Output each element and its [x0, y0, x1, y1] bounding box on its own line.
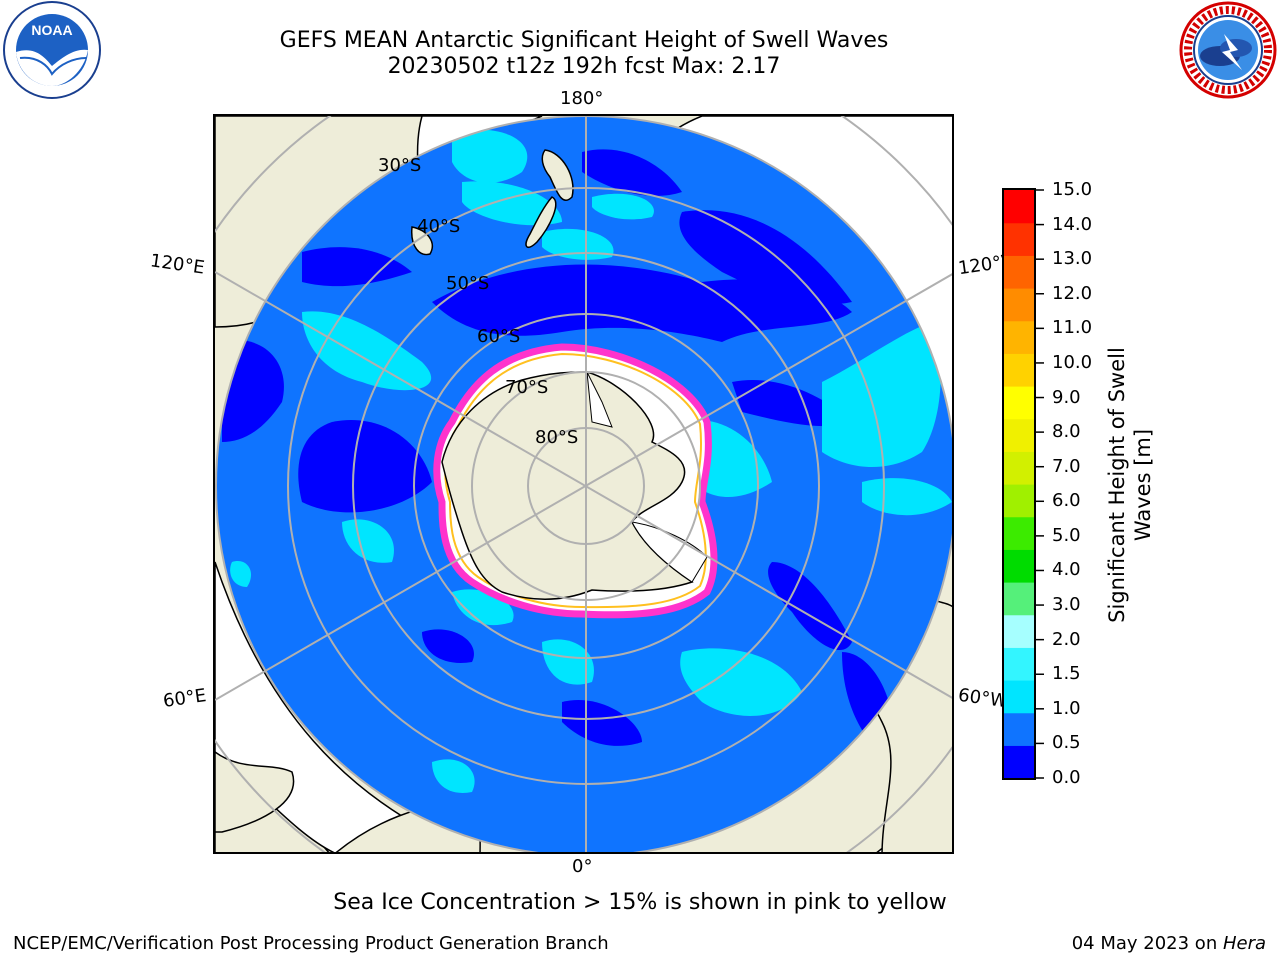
colorbar-bin-13.0-14.0 [1004, 255, 1034, 289]
sea-ice-footnote: Sea Ice Concentration > 15% is shown in … [333, 890, 947, 915]
colorbar-tick-label: 10.0 [1052, 351, 1093, 373]
colorbar-tick-label: 11.0 [1052, 317, 1093, 339]
lon-label-180: 180° [560, 88, 604, 109]
lat-label-50s: 50°S [446, 273, 489, 294]
colorbar-bin-14.0-15.0 [1004, 222, 1034, 256]
chart-subtitle: 20230502 t12z 192h fcst Max: 2.17 [387, 54, 781, 79]
credit-date: 04 May 2023 on Hera [1072, 933, 1266, 954]
new-zealand-south [525, 196, 557, 249]
colorbar-tick-label: 6.0 [1052, 490, 1081, 512]
colorbar-frame [1002, 188, 1036, 780]
colorbar-bin-0.5-1.0 [1004, 712, 1034, 746]
colorbar-tick-label: 2.0 [1052, 628, 1081, 650]
lon-label-120e: 120°E [148, 250, 206, 279]
colorbar-tick-label: 12.0 [1052, 282, 1093, 304]
new-zealand-north [541, 149, 574, 201]
colorbar-bin-11.0-12.0 [1004, 320, 1034, 354]
nws-logo-icon [1179, 1, 1277, 99]
colorbar-bin-10.0-11.0 [1004, 353, 1034, 387]
graticule [215, 116, 952, 852]
colorbar-bin-12.0-13.0 [1004, 288, 1034, 322]
colorbar-bin-6.0-7.0 [1004, 484, 1034, 518]
madagascar-land [215, 751, 295, 833]
credit-host: Hera [1222, 933, 1266, 954]
colorbar-tick-label: 4.0 [1052, 559, 1081, 581]
colorbar-label: Significant Height of Swell Waves [m] [1105, 347, 1155, 623]
colorbar-tick-label: 1.5 [1052, 663, 1081, 685]
map-panel: 30°S 40°S 50°S 60°S 70°S 80°S [213, 114, 954, 854]
colorbar-bin-0.0-0.5 [1004, 745, 1034, 779]
lat-label-30s: 30°S [378, 155, 421, 176]
colorbar-bin-2.0-3.0 [1004, 614, 1034, 648]
colorbar-bin-1.5-2.0 [1004, 647, 1034, 681]
colorbar-bin-8.0-9.0 [1004, 418, 1034, 452]
colorbar-tick-label: 8.0 [1052, 421, 1081, 443]
colorbar [1002, 188, 1044, 780]
colorbar-tick-label: 0.0 [1052, 767, 1081, 788]
colorbar-bin-1.0-1.5 [1004, 680, 1034, 714]
colorbar-tick-label: 9.0 [1052, 386, 1081, 408]
low-swell-patches [222, 149, 894, 762]
chart-title: GEFS MEAN Antarctic Significant Height o… [279, 28, 889, 53]
colorbar-tick-label: 1.0 [1052, 697, 1081, 719]
colorbar-bin-3.0-4.0 [1004, 582, 1034, 616]
antarctica-land [441, 371, 694, 600]
credit-branch: NCEP/EMC/Verification Post Processing Pr… [13, 933, 609, 954]
ross-ice-shelf [586, 371, 613, 428]
colorbar-tick-label: 7.0 [1052, 455, 1081, 477]
colorbar-tick-label: 0.5 [1052, 732, 1081, 754]
lon-label-0: 0° [572, 856, 593, 877]
lat-label-80s: 80°S [535, 427, 578, 448]
noaa-logo-icon: NOAA [3, 1, 101, 99]
tasmania-land [411, 226, 433, 256]
colorbar-bin-4.0-5.0 [1004, 549, 1034, 583]
colorbar-bin-5.0-6.0 [1004, 516, 1034, 550]
lat-label-60s: 60°S [477, 326, 520, 347]
colorbar-tick-label: 5.0 [1052, 524, 1081, 546]
colorbar-tick-label: 13.0 [1052, 248, 1093, 270]
colorbar-bin-9.0-10.0 [1004, 386, 1034, 420]
colorbar-bin-7.0-8.0 [1004, 451, 1034, 485]
lat-label-40s: 40°S [417, 216, 460, 237]
lon-label-60e: 60°E [161, 685, 208, 712]
credit-date-text: 04 May 2023 on [1071, 933, 1223, 954]
mid-swell-patches [230, 129, 952, 793]
colorbar-tick-label: 3.0 [1052, 594, 1081, 616]
colorbar-bin-15.0+ [1004, 190, 1034, 224]
colorbar-tick-label: 15.0 [1052, 179, 1093, 200]
noaa-logo-text: NOAA [31, 22, 72, 38]
lat-label-70s: 70°S [505, 377, 548, 398]
polar-map: 30°S 40°S 50°S 60°S 70°S 80°S [215, 116, 952, 852]
colorbar-tick-label: 14.0 [1052, 213, 1093, 235]
